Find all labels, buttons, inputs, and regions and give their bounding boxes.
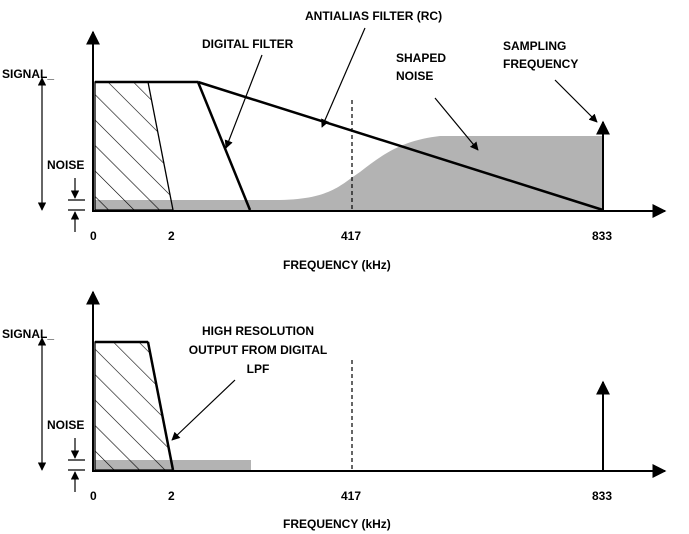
top-tick-label: 417 bbox=[341, 229, 361, 243]
top-signal-label: SIGNAL_ bbox=[2, 67, 54, 81]
shaped-noise-area bbox=[95, 136, 603, 210]
antialias-pointer bbox=[321, 27, 366, 128]
output-label-line3: LPF bbox=[247, 362, 270, 376]
bottom-filter-edge bbox=[146, 341, 175, 471]
bottom-tick-label: 417 bbox=[341, 489, 361, 503]
digital-filter-edge bbox=[196, 81, 252, 211]
shaped-noise-pointer bbox=[434, 97, 479, 151]
bottom-panel: SIGNAL_ NOISE HIGH RESOLUTION OUTPUT FRO… bbox=[2, 290, 667, 531]
digital-filter-pointer bbox=[224, 54, 263, 149]
top-noise-label: NOISE bbox=[47, 158, 84, 172]
antialias-filter-label: ANTIALIAS FILTER (RC) bbox=[305, 9, 442, 23]
top-tick-label: 2 bbox=[168, 229, 175, 243]
antialias-rolloff bbox=[197, 80, 604, 212]
output-pointer bbox=[171, 379, 236, 441]
top-x-axis-title: FREQUENCY (kHz) bbox=[283, 258, 391, 272]
bottom-signal-label: SIGNAL_ bbox=[2, 327, 54, 341]
bottom-tick-label: 0 bbox=[90, 489, 97, 503]
top-tick-label: 0 bbox=[90, 229, 97, 243]
sampling-frequency-label-line2: FREQUENCY bbox=[503, 57, 578, 71]
digital-filter-label: DIGITAL FILTER bbox=[202, 37, 294, 51]
sampling-pointer bbox=[554, 79, 598, 123]
bottom-x-axis-title: FREQUENCY (kHz) bbox=[283, 517, 391, 531]
shaped-noise-label-line2: NOISE bbox=[396, 69, 433, 83]
output-label-line1: HIGH RESOLUTION bbox=[202, 324, 314, 338]
top-tick-label: 833 bbox=[592, 229, 612, 243]
top-panel: SIGNAL_ NOISE DIGITAL FILTER ANTIALIAS F… bbox=[2, 9, 667, 272]
bottom-tick-label: 2 bbox=[168, 489, 175, 503]
output-label-line2: OUTPUT FROM DIGITAL bbox=[189, 343, 327, 357]
shaped-noise-label-line1: SHAPED bbox=[396, 51, 446, 65]
top-inband-signal-hatch bbox=[94, 81, 174, 211]
bottom-tick-label: 833 bbox=[592, 489, 612, 503]
sampling-frequency-label-line1: SAMPLING bbox=[503, 39, 566, 53]
bottom-noise-label: NOISE bbox=[47, 418, 84, 432]
